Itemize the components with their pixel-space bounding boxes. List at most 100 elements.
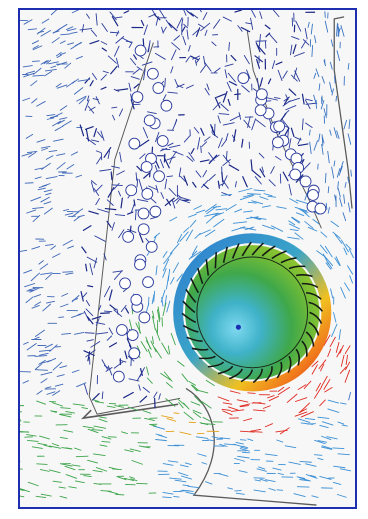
velocity-vector [197,23,205,29]
velocity-vector [297,384,307,390]
velocity-vector [143,172,150,179]
velocity-vector [166,175,174,178]
velocity-vector [188,380,196,386]
velocity-vector [342,212,347,222]
velocity-vector [182,35,187,46]
velocity-vector [137,198,149,202]
velocity-vector [111,165,120,169]
velocity-vector [169,477,182,480]
velocity-vector [140,19,145,27]
velocity-vector [57,61,68,66]
velocity-vector [166,198,172,206]
impeller-blade-icon [295,274,313,278]
velocity-vector [290,44,293,56]
velocity-vector [313,454,323,456]
velocity-vector [304,191,309,201]
velocity-vector [94,235,106,242]
velocity-vector [339,344,344,354]
velocity-vector [48,150,58,153]
velocity-vector [153,391,158,398]
velocity-vector [334,194,337,202]
velocity-vector [304,221,314,229]
velocity-vector [125,40,133,43]
velocity-vector [324,20,329,33]
velocity-vector [199,10,202,13]
velocity-vector [183,227,190,233]
velocity-vector [295,212,305,217]
velocity-vector [144,417,155,421]
velocity-vector [195,170,202,178]
velocity-vector [61,293,69,297]
velocity-vector [100,74,107,81]
velocity-vector [71,313,82,318]
velocity-vector [246,69,251,79]
velocity-vector [33,67,42,75]
velocity-vector [46,300,56,304]
velocity-vector [172,150,184,156]
velocity-vector [102,70,109,74]
tube-circle-icon [137,207,150,220]
velocity-vector [138,139,150,148]
tube-circle-icon [126,329,139,341]
velocity-vector [76,95,87,102]
impeller-blade-icon [182,324,199,333]
velocity-vector [292,44,297,55]
velocity-vector [176,17,183,29]
impeller-blade-icon [199,355,216,360]
velocity-vector [236,399,249,403]
velocity-vector [40,30,52,37]
velocity-vector [288,183,292,196]
velocity-vector [305,98,313,102]
velocity-vector [62,271,73,273]
velocity-vector [344,345,351,354]
velocity-vector [84,77,91,84]
velocity-vector [24,283,36,288]
velocity-vector [311,364,318,375]
velocity-vector [107,436,117,438]
velocity-vector [288,223,300,230]
velocity-vector [211,436,223,440]
velocity-vector [75,55,83,60]
impeller-blade-icon [308,301,324,312]
velocity-vector [90,29,98,37]
velocity-vector [301,40,307,49]
velocity-vector [187,485,200,489]
velocity-vector [120,304,127,313]
velocity-vector [253,402,266,405]
velocity-vector [267,195,277,198]
velocity-vector [250,428,262,432]
velocity-vector [148,185,158,191]
velocity-vector [327,408,340,413]
velocity-vector [71,295,80,303]
velocity-vector [46,114,56,117]
velocity-vector [100,86,107,90]
velocity-vector [332,447,345,449]
velocity-vector [193,127,200,134]
velocity-vector [186,29,189,40]
velocity-vector [190,401,201,406]
velocity-vector [133,83,140,89]
velocity-vector [127,228,137,233]
velocity-vector [128,42,133,49]
velocity-vector [40,371,53,376]
velocity-vector [57,23,68,31]
velocity-vector [152,425,166,430]
velocity-vector [71,10,80,14]
velocity-vector [65,410,76,414]
velocity-vector [266,97,278,101]
velocity-vector [314,35,317,44]
velocity-vector [166,275,170,290]
velocity-vector [155,328,161,341]
velocity-vector [179,231,189,242]
velocity-vector [227,406,239,411]
velocity-vector [214,67,221,73]
velocity-vector [275,61,283,66]
velocity-vector [45,386,52,389]
velocity-vector [142,386,150,393]
velocity-vector [162,251,168,258]
velocity-vector [262,224,275,230]
velocity-vector [320,375,328,388]
velocity-vector [85,263,88,272]
velocity-vector [326,436,338,440]
velocity-vector [338,166,343,176]
